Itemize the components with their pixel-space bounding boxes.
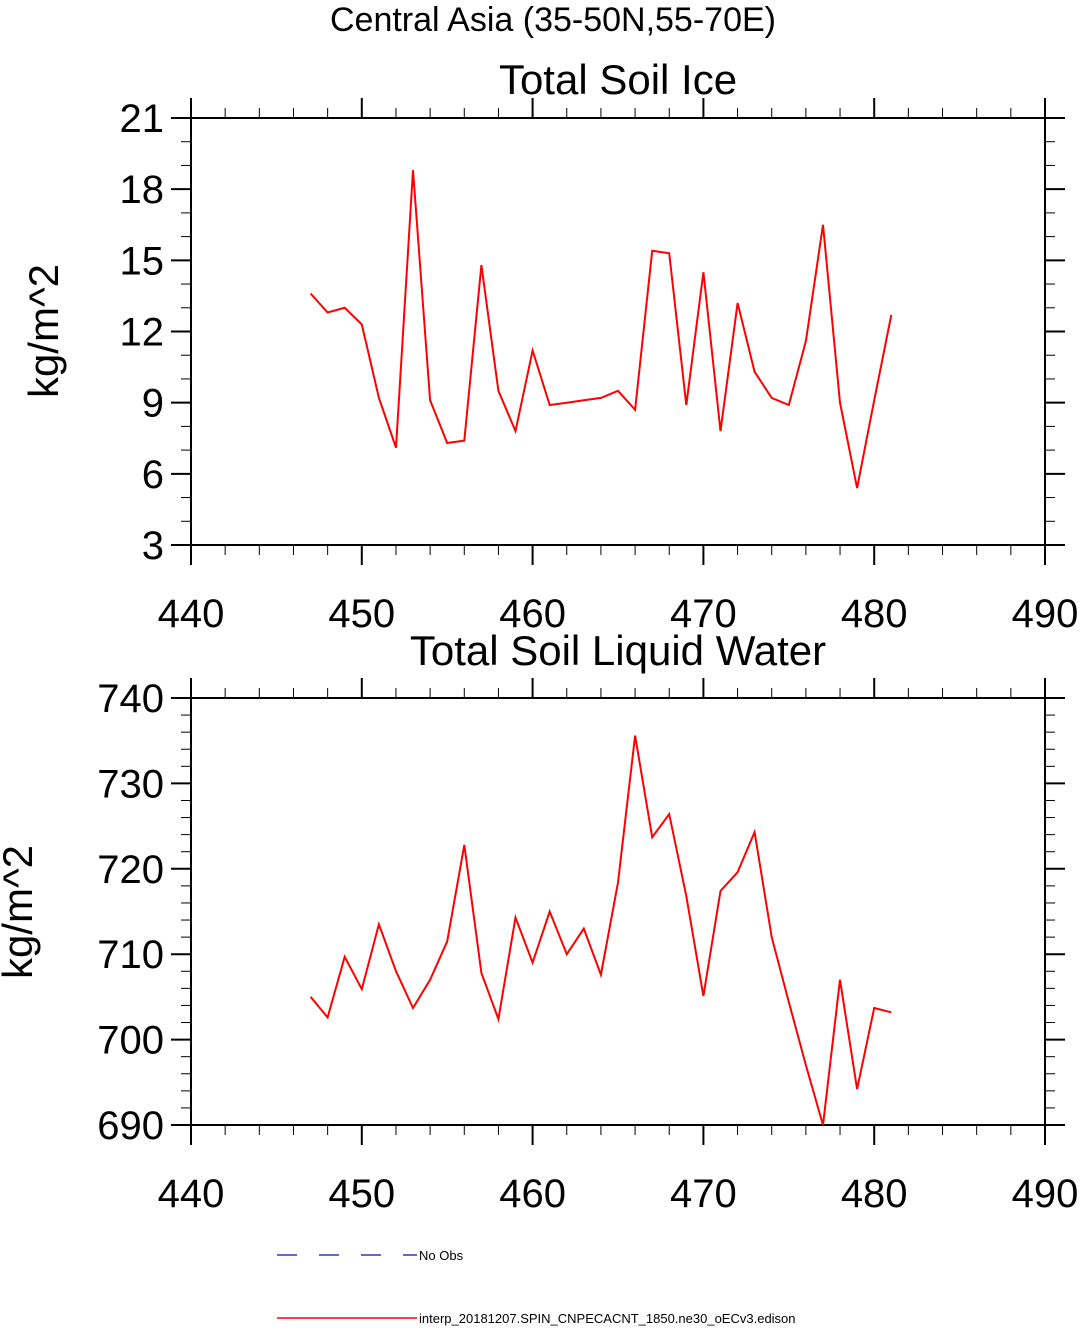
axis-tick-labels: 440 450 460 470 480 490 690 700 710 720 730 740	[97, 677, 1078, 1216]
y-tick-label: 6	[142, 453, 164, 497]
axis-tick-labels: 440 450 460 470 480 490 3 6 9 12 15 18 21	[120, 97, 1079, 636]
panel-title: Total Soil Liquid Water	[410, 627, 826, 674]
x-tick-label: 450	[328, 1172, 395, 1216]
legend: No Obs interp_20181207.SPIN_CNPECACNT_18…	[277, 1248, 796, 1326]
x-tick-label: 480	[841, 1172, 908, 1216]
series-line	[309, 170, 893, 489]
y-tick-label: 720	[97, 848, 164, 892]
data-series	[309, 170, 893, 489]
data-series	[309, 735, 892, 1126]
panel-total-soil-liquid-water: Total Soil Liquid Water kg/m^2 440 450 460…	[0, 627, 1078, 1216]
y-tick-label: 740	[97, 677, 164, 721]
y-axis-label: kg/m^2	[0, 845, 41, 979]
x-tick-label: 480	[841, 592, 908, 636]
y-tick-label: 3	[142, 524, 164, 568]
y-tick-label: 15	[120, 239, 165, 283]
x-tick-label: 490	[1012, 1172, 1079, 1216]
y-tick-label: 710	[97, 933, 164, 977]
x-tick-label: 470	[670, 592, 737, 636]
y-tick-label: 690	[97, 1104, 164, 1148]
axis-ticks	[171, 678, 1065, 1145]
x-tick-label: 460	[499, 1172, 566, 1216]
y-tick-label: 18	[120, 168, 165, 212]
y-tick-label: 730	[97, 762, 164, 806]
x-tick-label: 440	[158, 592, 225, 636]
y-tick-label: 700	[97, 1019, 164, 1063]
y-tick-label: 21	[120, 97, 165, 141]
axis-ticks	[171, 98, 1065, 565]
legend-label-model: interp_20181207.SPIN_CNPECACNT_1850.ne30…	[419, 1311, 796, 1326]
panel-total-soil-ice: Total Soil Ice kg/m^2 440 450 460 470 480 490…	[20, 56, 1078, 636]
legend-label-no-obs: No Obs	[419, 1248, 464, 1263]
x-tick-label: 470	[670, 1172, 737, 1216]
plot-frame	[190, 697, 1046, 1126]
x-tick-label: 450	[328, 592, 395, 636]
y-tick-label: 12	[120, 311, 165, 355]
panel-title: Total Soil Ice	[499, 56, 737, 103]
main-title: Central Asia (35-50N,55-70E)	[330, 1, 776, 39]
x-tick-label: 460	[499, 592, 566, 636]
y-axis-label: kg/m^2	[20, 264, 67, 398]
x-tick-label: 440	[158, 1172, 225, 1216]
x-tick-label: 490	[1012, 592, 1079, 636]
plot-frame	[190, 117, 1046, 546]
series-line	[309, 735, 892, 1126]
y-tick-label: 9	[142, 382, 164, 426]
